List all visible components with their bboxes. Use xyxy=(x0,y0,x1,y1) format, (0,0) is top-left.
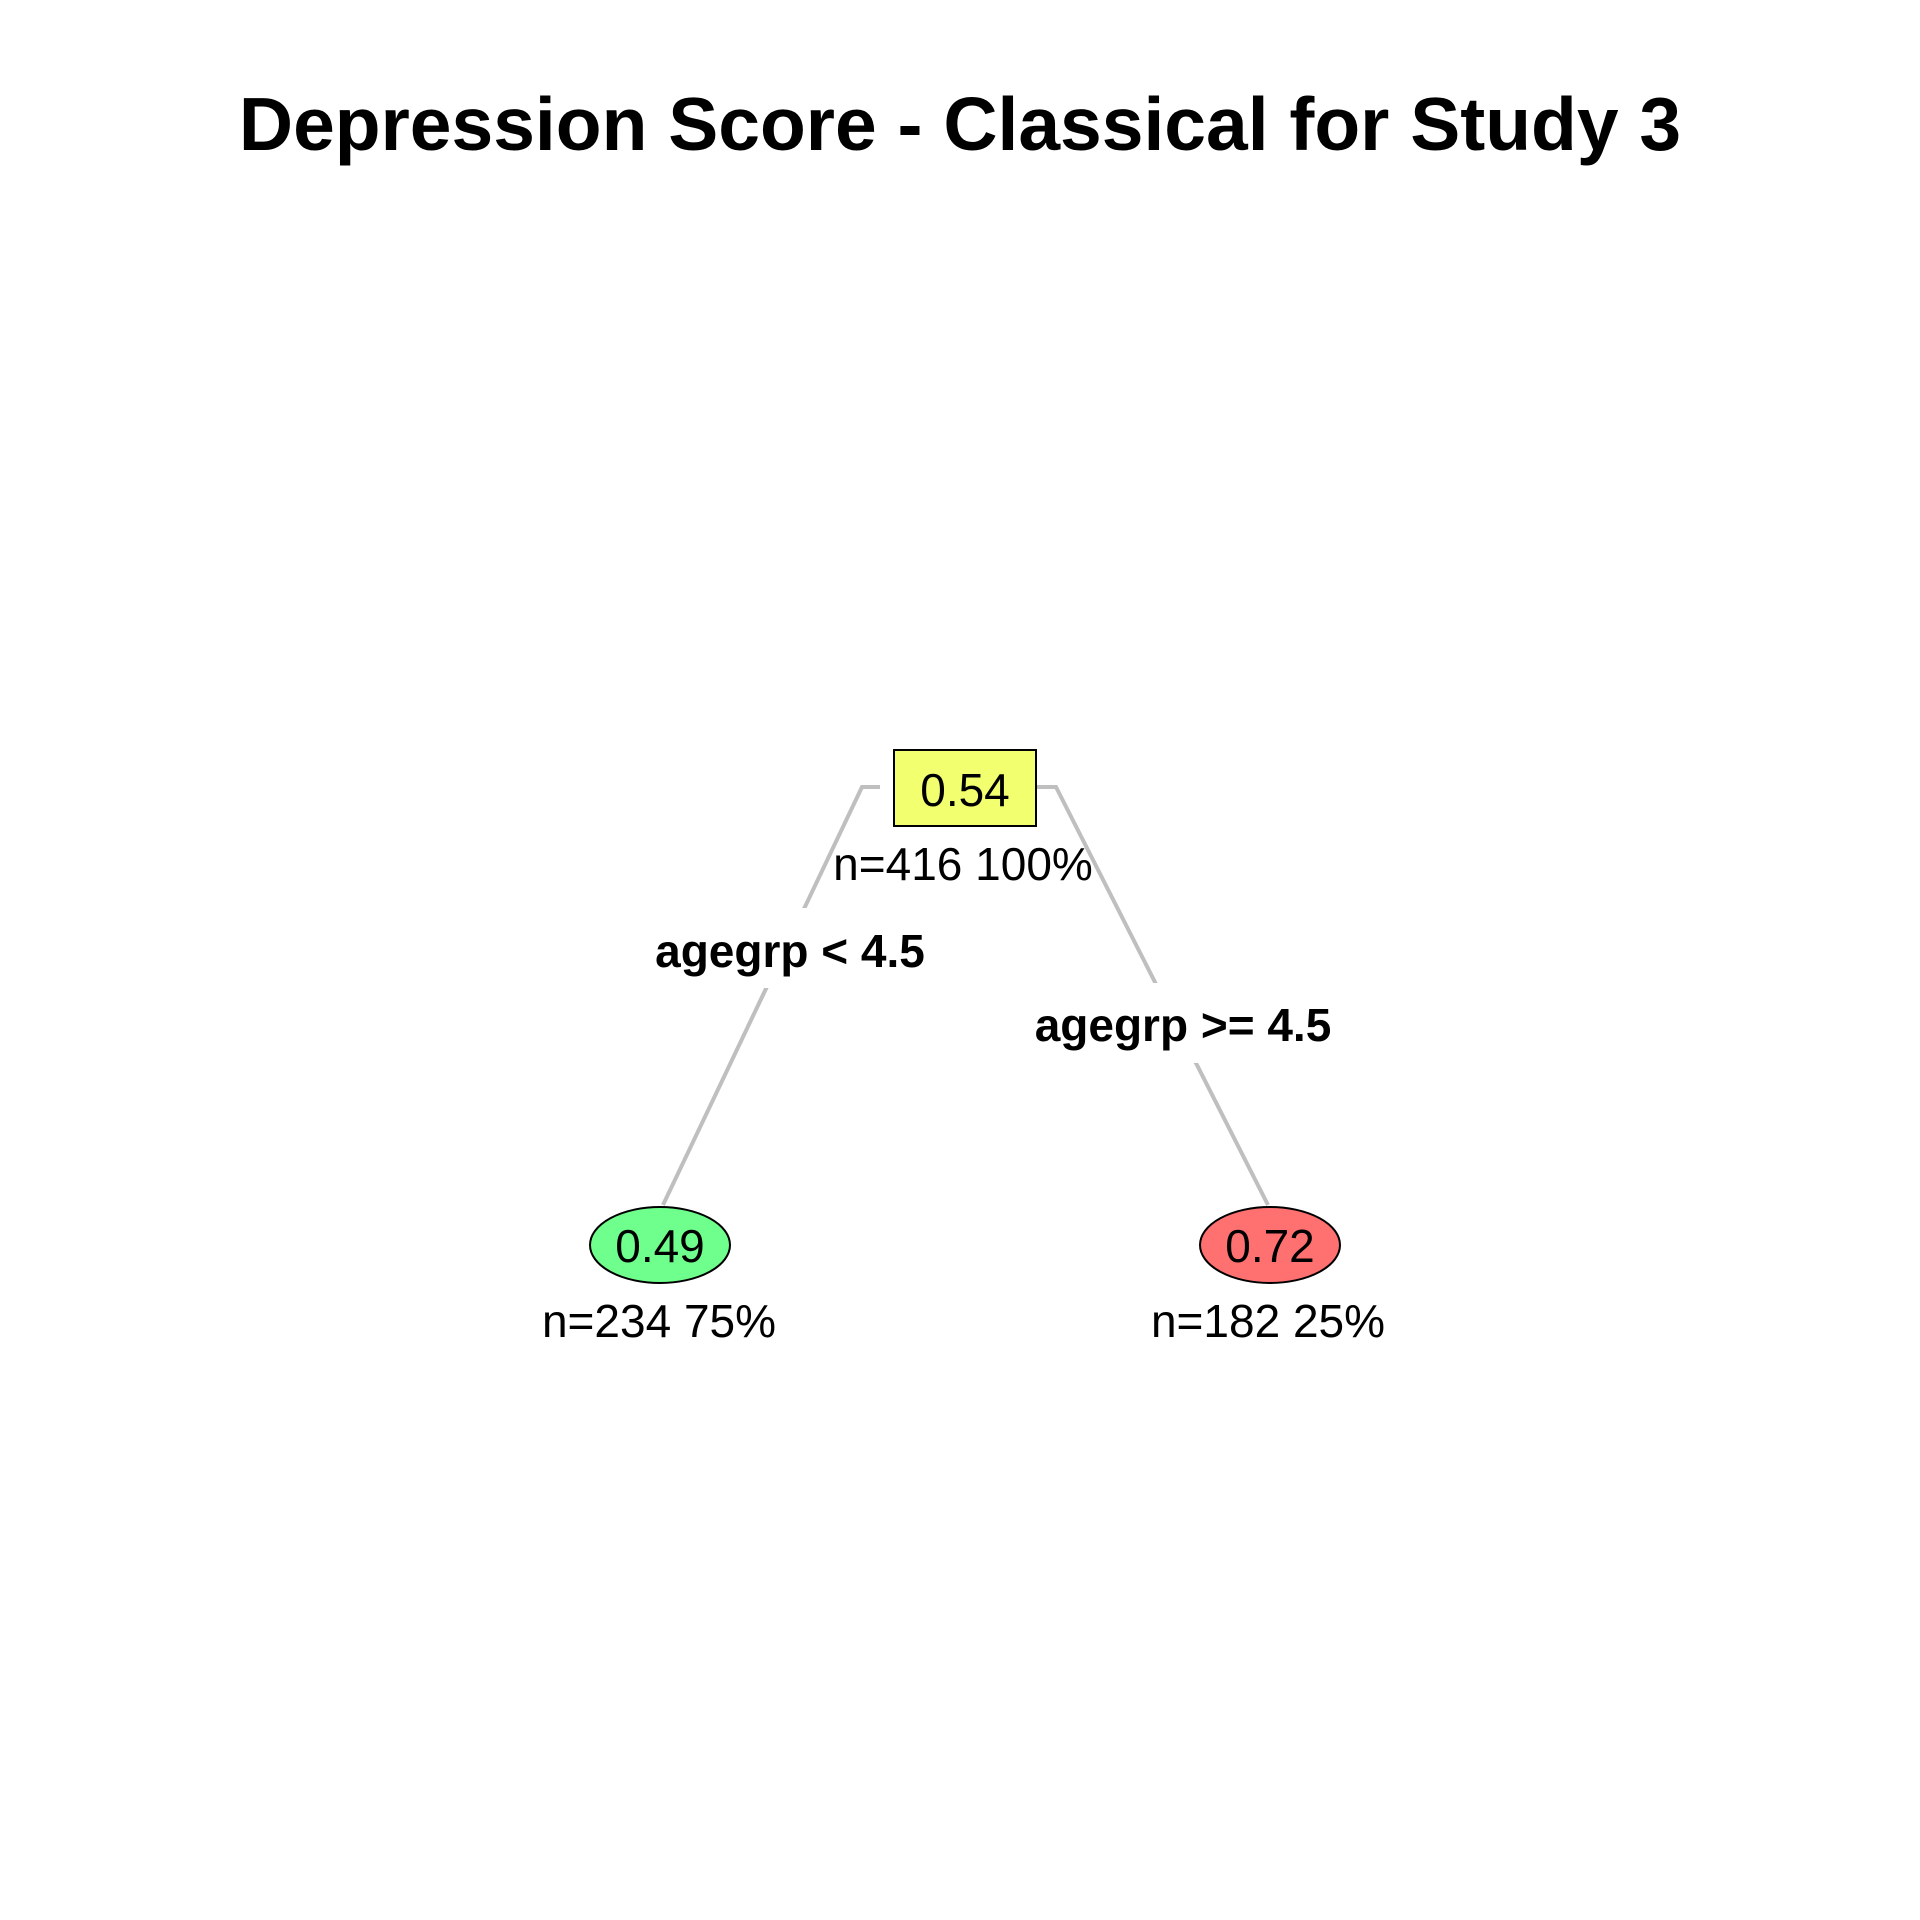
right-leaf-info: n=182 25% xyxy=(1151,1295,1385,1347)
root-node: 0.54 n=416 100% xyxy=(833,749,1093,890)
right-edge xyxy=(1036,785,1270,1206)
right-leaf-value: 0.72 xyxy=(1225,1220,1315,1272)
left-leaf-info: n=234 75% xyxy=(542,1295,776,1347)
root-node-box xyxy=(893,749,1037,827)
right-split-label: agegrp >= 4.5 xyxy=(1035,999,1332,1051)
left-leaf-node: 0.49 n=234 75% xyxy=(542,1206,776,1347)
left-split-label-bg xyxy=(630,908,950,988)
diagram-title: Depression Score - Classical for Study 3 xyxy=(239,82,1681,166)
left-leaf-ellipse xyxy=(589,1206,731,1284)
right-leaf-ellipse xyxy=(1199,1206,1341,1284)
left-edge xyxy=(661,785,880,1206)
right-leaf-node: 0.72 n=182 25% xyxy=(1151,1206,1385,1347)
left-leaf-value: 0.49 xyxy=(615,1220,705,1272)
left-split-label: agegrp < 4.5 xyxy=(655,925,925,977)
root-node-info: n=416 100% xyxy=(833,838,1093,890)
root-node-value: 0.54 xyxy=(920,764,1010,816)
right-split-label-bg xyxy=(1010,983,1355,1063)
